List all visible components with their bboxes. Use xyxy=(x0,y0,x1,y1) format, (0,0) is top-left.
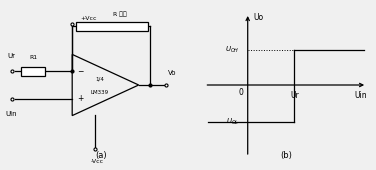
Text: R 上拉: R 上拉 xyxy=(113,11,127,17)
Text: Ur: Ur xyxy=(8,53,15,59)
Text: +Vcc: +Vcc xyxy=(80,16,97,21)
Text: R1: R1 xyxy=(29,55,37,60)
Text: (b): (b) xyxy=(280,151,292,160)
Text: $U_{OH}$: $U_{OH}$ xyxy=(224,45,239,55)
FancyBboxPatch shape xyxy=(21,67,45,76)
Text: +: + xyxy=(77,94,83,103)
Text: LM339: LM339 xyxy=(91,90,109,95)
Text: -Vcc: -Vcc xyxy=(91,159,104,164)
Text: Uo: Uo xyxy=(253,13,263,22)
Text: (a): (a) xyxy=(96,151,107,160)
FancyBboxPatch shape xyxy=(76,21,149,31)
Text: −: − xyxy=(77,67,83,76)
Text: Uin: Uin xyxy=(6,111,17,117)
Text: 1/4: 1/4 xyxy=(95,76,104,81)
Text: $U_{OL}$: $U_{OL}$ xyxy=(226,117,239,127)
Text: Ur: Ur xyxy=(290,91,299,100)
Text: Vo: Vo xyxy=(168,70,176,76)
Text: 0: 0 xyxy=(238,88,243,97)
Text: Uin: Uin xyxy=(355,91,367,100)
